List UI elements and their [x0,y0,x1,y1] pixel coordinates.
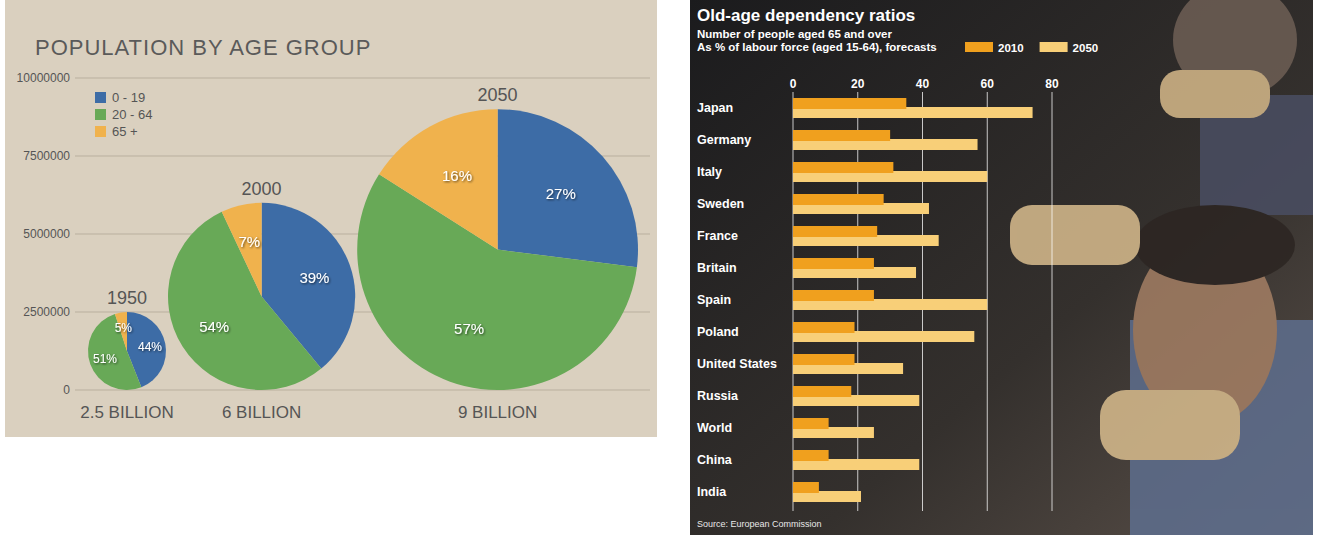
y-tick-label: 7500000 [23,149,70,163]
photo-dumbbell [1160,70,1270,118]
photo-dumbbell [1100,390,1240,460]
bar [793,354,855,365]
legend-label: 65 + [112,124,138,139]
chart-title: Old-age dependency ratios [697,6,915,25]
category-label: Poland [697,325,739,339]
category-label: Britain [697,261,737,275]
data-label: 5% [115,321,133,335]
pie-size-label: 2.5 BILLION [80,403,174,422]
category-label: Germany [697,133,751,147]
data-label: 54% [199,318,229,335]
data-label: 16% [442,167,472,184]
data-label: 57% [454,320,484,337]
y-tick-label: 10000000 [17,71,71,85]
pie-slice [379,109,498,249]
category-label: France [697,229,738,243]
photo-hair [1135,205,1295,285]
x-tick-label: 60 [981,77,995,91]
x-tick-label: 20 [851,77,865,91]
bars [793,98,1033,502]
data-label: 39% [299,269,329,286]
bar [793,226,877,237]
pie-slice [222,203,262,297]
legend-swatch [95,109,106,120]
bar [793,450,829,461]
x-tick-label: 0 [790,77,797,91]
bar [793,162,893,173]
bar-panel: Old-age dependency ratios Number of peopl… [690,0,1313,535]
x-tick-label: 40 [916,77,930,91]
panel-background [5,0,657,437]
y-tick-label: 2500000 [23,305,70,319]
category-label: Russia [697,389,739,403]
legend-label: 20 - 64 [112,107,152,122]
bar [793,98,906,109]
data-label: 27% [546,185,576,202]
pie-slice [88,314,141,390]
chart-subtitle: As % of labour force (aged 15-64), forec… [697,41,937,53]
pie-year-label: 2050 [478,85,518,105]
x-tick-label: 80 [1045,77,1059,91]
pie-year-label: 2000 [242,179,282,199]
pie-year-label: 1950 [107,288,147,308]
legend-swatch [95,126,106,137]
category-label: Sweden [697,197,744,211]
legend-label: 2050 [1073,42,1099,54]
legend-swatch [95,92,106,103]
pie-slice [168,212,321,390]
category-label: World [697,421,732,435]
legend-label: 2010 [998,42,1024,54]
bar [793,322,855,333]
pie [168,203,355,390]
category-label: United States [697,357,777,371]
source-note: Source: European Commission [697,519,822,529]
category-label: India [697,485,727,499]
bar [793,258,874,269]
bar [793,194,884,205]
grid-line [75,390,650,391]
bar [793,130,890,141]
category-label: Italy [697,165,722,179]
category-label: Japan [697,101,733,115]
legend-swatch [965,42,993,52]
chart-title: POPULATION BY AGE GROUP [35,35,371,60]
legend-swatch [1040,42,1068,52]
photo-dumbbell [1010,205,1140,265]
pie-panel: POPULATION BY AGE GROUP 0 2500000 5000000 75… [5,0,657,437]
photo-background [690,0,1313,535]
photo-figures [1010,0,1313,535]
pie [357,109,638,390]
legend-label: 0 - 19 [112,90,145,105]
category-label: China [697,453,733,467]
bar [793,290,874,301]
bar [793,418,829,429]
data-label: 51% [93,352,117,366]
data-label: 7% [239,233,261,250]
y-tick-label: 5000000 [23,227,70,241]
grid-line [1052,92,1053,511]
bar [793,482,819,493]
pie-slice [498,109,638,267]
chart-canvas: POPULATION BY AGE GROUP 0 2500000 5000000 75… [0,0,1325,535]
chart-subtitle: Number of people aged 65 and over [697,28,892,40]
pie-size-label: 6 BILLION [222,403,301,422]
pie-size-label: 9 BILLION [458,403,537,422]
data-label: 44% [138,340,162,354]
category-label: Spain [697,293,731,307]
grid-line [75,78,650,79]
pie [88,312,166,390]
y-tick-label: 0 [63,383,70,397]
bar [793,386,851,397]
